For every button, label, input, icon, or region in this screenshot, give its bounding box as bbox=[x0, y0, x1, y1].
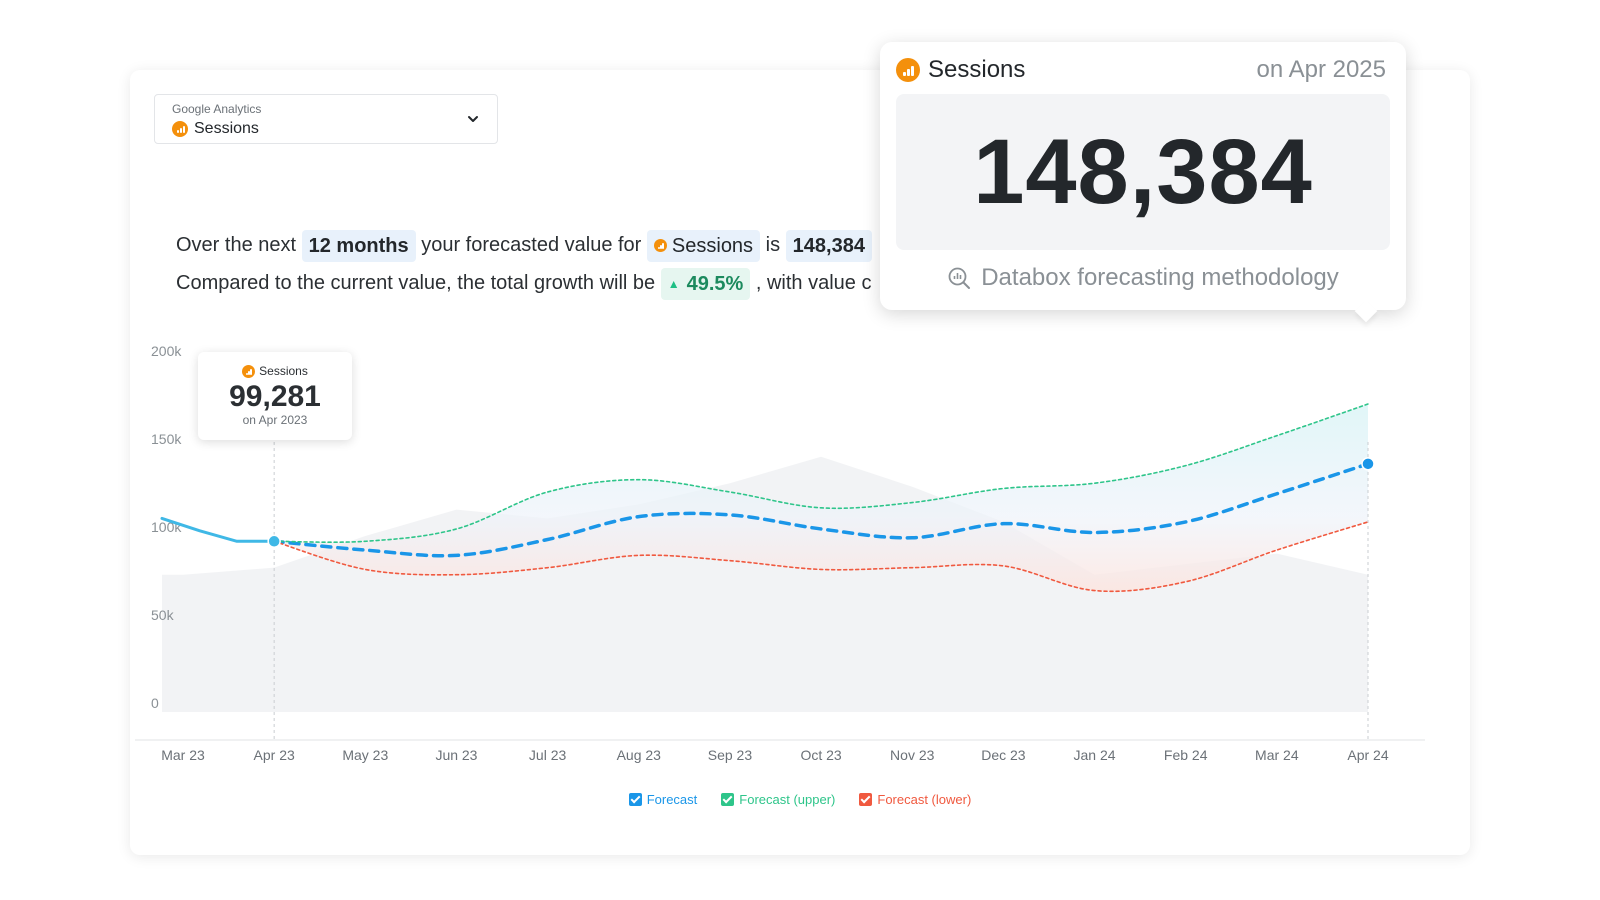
x-tick-label: Jun 23 bbox=[435, 747, 477, 763]
metric-selector[interactable]: Google Analytics Sessions bbox=[154, 94, 498, 144]
series-line-forecast-upper bbox=[273, 403, 1369, 543]
methodology-link[interactable]: Databox forecasting methodology bbox=[880, 264, 1406, 292]
legend-item-forecast-lower[interactable]: Forecast (lower) bbox=[859, 792, 971, 807]
y-tick-label: 50k bbox=[151, 607, 175, 623]
tooltip-value-box: 148,384 bbox=[896, 94, 1390, 250]
google-analytics-icon bbox=[653, 239, 667, 253]
period-chip: 12 months bbox=[301, 229, 416, 262]
growth-chip: ▲ 49.5% bbox=[660, 267, 751, 300]
x-tick-label: Feb 24 bbox=[1164, 747, 1208, 763]
triangle-up-icon: ▲ bbox=[667, 276, 680, 291]
y-tick-label: 0 bbox=[151, 695, 159, 711]
google-analytics-icon bbox=[172, 121, 188, 137]
tooltip-value: 148,384 bbox=[973, 120, 1313, 223]
data-point-marker bbox=[1361, 457, 1375, 471]
metric-source-label: Google Analytics bbox=[172, 102, 262, 116]
forecast-summary: Over the next 12 months your forecasted … bbox=[176, 226, 872, 302]
summary-line-2: Compared to the current value, the total… bbox=[176, 264, 872, 302]
legend-item-forecast-upper[interactable]: Forecast (upper) bbox=[721, 792, 835, 807]
google-analytics-icon bbox=[242, 364, 256, 378]
x-tick-label: Apr 23 bbox=[254, 747, 295, 763]
series-line-forecast bbox=[272, 462, 1370, 558]
chart-legend: Forecast Forecast (upper) Forecast (lowe… bbox=[130, 792, 1470, 807]
x-tick-label: Dec 23 bbox=[981, 747, 1026, 763]
confidence-band bbox=[274, 404, 1369, 592]
checkbox-icon bbox=[721, 793, 735, 806]
x-tick-label: Jul 23 bbox=[529, 747, 567, 763]
metric-chip: Sessions bbox=[646, 229, 761, 262]
series-line-forecast-lower bbox=[273, 521, 1369, 593]
data-point-marker bbox=[267, 534, 281, 549]
x-tick-label: Mar 23 bbox=[161, 747, 205, 763]
tooltip-date: on Apr 2025 bbox=[1256, 56, 1386, 83]
checkbox-icon bbox=[859, 793, 873, 806]
tooltip-metric: Sessions bbox=[928, 56, 1026, 83]
x-tick-label: Oct 23 bbox=[800, 747, 841, 763]
x-tick-label: Jan 24 bbox=[1074, 747, 1116, 763]
series-line-history bbox=[160, 516, 276, 543]
checkbox-icon bbox=[628, 793, 642, 806]
forecast-tooltip: Sessions on Apr 2025 148,384 Databox for… bbox=[880, 42, 1406, 323]
x-tick-label: Nov 23 bbox=[890, 747, 935, 763]
forecast-value-chip: 148,384 bbox=[785, 229, 872, 262]
x-tick-label: Mar 24 bbox=[1255, 747, 1299, 763]
x-tick-label: May 23 bbox=[342, 747, 388, 763]
metric-name: Sessions bbox=[194, 120, 259, 137]
current-value: 99,281 bbox=[229, 380, 321, 413]
current-date: on Apr 2023 bbox=[242, 413, 308, 427]
x-tick-label: Apr 24 bbox=[1347, 747, 1388, 763]
google-analytics-icon bbox=[896, 58, 920, 82]
background-area bbox=[162, 456, 1368, 712]
y-tick-label: 200k bbox=[151, 343, 182, 359]
x-tick-label: Sep 23 bbox=[708, 747, 753, 763]
current-value-tooltip: Sessions 99,281 on Apr 2023 bbox=[198, 352, 352, 440]
x-tick-label: Aug 23 bbox=[617, 747, 662, 763]
summary-line-1: Over the next 12 months your forecasted … bbox=[176, 226, 872, 264]
magnifier-chart-icon bbox=[948, 267, 971, 289]
legend-item-forecast[interactable]: Forecast bbox=[628, 792, 697, 807]
y-tick-label: 150k bbox=[151, 431, 182, 447]
chevron-down-icon bbox=[468, 116, 478, 122]
